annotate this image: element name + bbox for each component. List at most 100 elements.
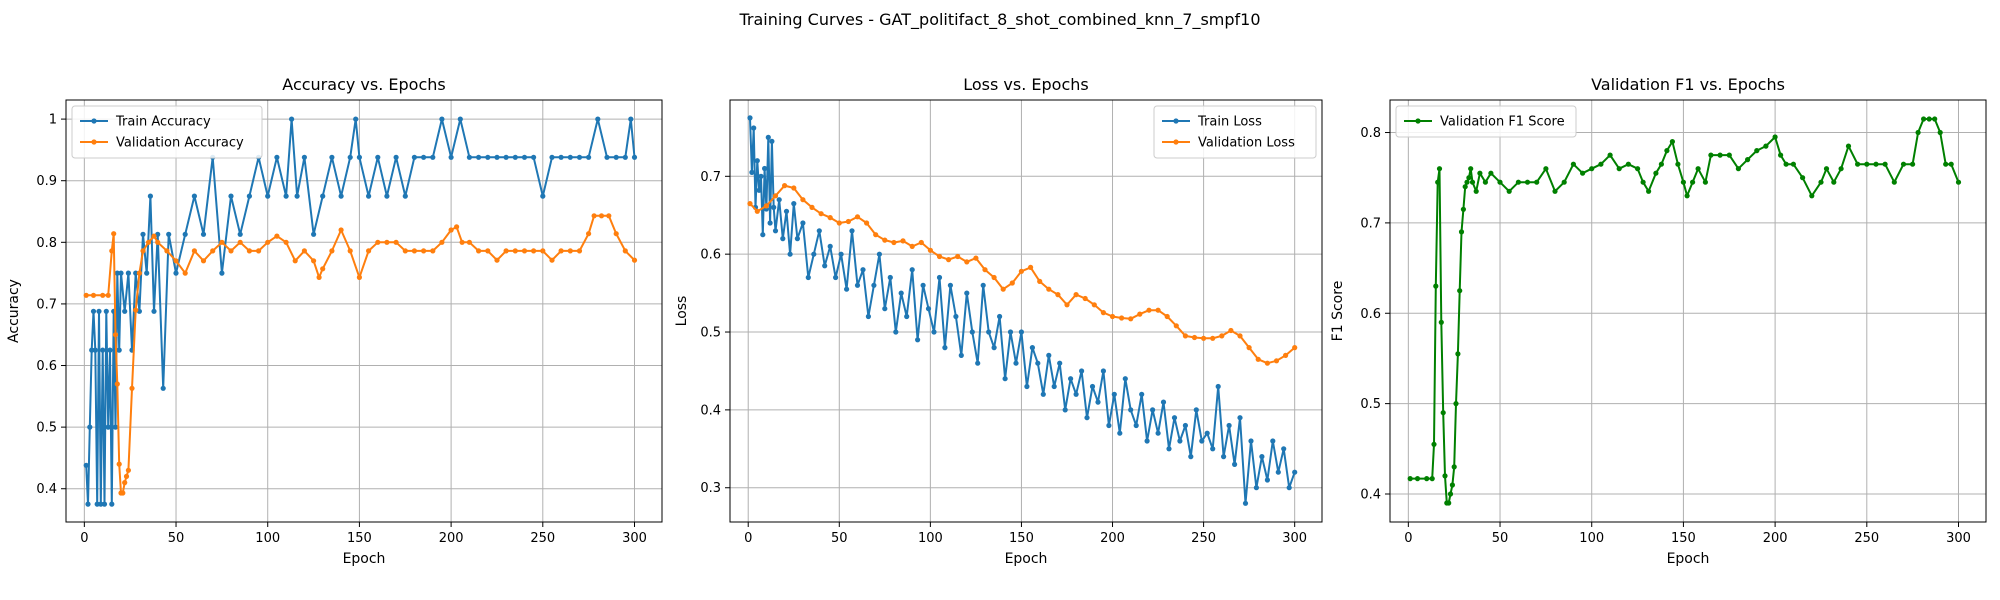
data-point (265, 193, 271, 199)
y-tick-label: 1 (49, 113, 57, 128)
data-point (1466, 175, 1472, 181)
data-point (606, 213, 612, 219)
data-point (283, 193, 289, 199)
data-point (1210, 446, 1216, 452)
data-point (329, 154, 335, 160)
data-point (882, 306, 888, 312)
data-point (1932, 116, 1938, 122)
series-line (749, 117, 1296, 505)
data-point (991, 274, 997, 281)
data-point (1772, 134, 1778, 140)
data-point (891, 239, 897, 246)
data-point (92, 347, 98, 353)
legend-box (1395, 105, 1577, 138)
data-point (1561, 179, 1567, 185)
data-point (151, 233, 157, 239)
data-point (112, 332, 119, 338)
data-point (118, 270, 124, 276)
y-tick-label: 0.6 (1360, 307, 1381, 322)
data-point (1726, 152, 1732, 158)
data-point (1270, 438, 1276, 444)
data-point (1051, 383, 1057, 390)
data-point (237, 231, 243, 237)
chart-title: Loss vs. Epochs (963, 75, 1088, 94)
data-point (1273, 358, 1280, 364)
x-tick-label: 300 (1946, 531, 1971, 546)
data-point (421, 248, 427, 254)
data-point (1204, 430, 1210, 436)
data-point (140, 248, 146, 254)
data-point (1119, 315, 1125, 321)
data-point (1232, 461, 1238, 467)
data-point (964, 259, 970, 265)
legend: Train Loss Validation Loss (1153, 105, 1317, 159)
data-point (1616, 166, 1622, 172)
data-point (133, 270, 139, 276)
data-point (871, 282, 877, 288)
data-point (466, 154, 472, 160)
data-point (1281, 446, 1287, 452)
data-point (1891, 179, 1897, 185)
series-line (86, 214, 636, 494)
y-tick-label: 0.4 (36, 482, 57, 497)
data-point (200, 231, 207, 237)
data-point (107, 347, 113, 353)
data-point (1446, 500, 1452, 506)
data-point (771, 204, 777, 210)
data-point (958, 352, 964, 358)
data-point (136, 270, 142, 276)
data-point (265, 239, 271, 245)
data-point (758, 173, 764, 179)
data-point (964, 290, 970, 296)
data-point (822, 263, 828, 269)
data-point (783, 208, 790, 214)
data-point (402, 248, 408, 254)
data-point (83, 292, 89, 298)
data-point (1283, 352, 1289, 358)
data-point (622, 154, 628, 160)
data-point (1046, 352, 1052, 358)
y-tick-label: 0.9 (36, 174, 57, 189)
data-point (1215, 383, 1221, 390)
data-point (1046, 286, 1052, 292)
data-point (576, 154, 583, 160)
data-point (1013, 360, 1019, 366)
data-point (765, 134, 771, 140)
x-tick-label: 250 (530, 531, 555, 546)
data-point (1745, 157, 1751, 163)
data-point (1259, 454, 1265, 460)
data-point (129, 385, 135, 391)
x-tick-label: 50 (1492, 531, 1509, 546)
data-point (466, 239, 472, 245)
data-point (1453, 401, 1459, 407)
data-point (1809, 193, 1815, 199)
data-point (631, 154, 638, 160)
data-point (1948, 161, 1954, 167)
data-point (833, 274, 839, 281)
data-point (85, 501, 91, 507)
data-point (1664, 148, 1670, 154)
data-point (904, 313, 910, 320)
y-tick-label: 0.5 (36, 421, 57, 436)
data-point (503, 248, 509, 254)
data-point (947, 282, 954, 288)
data-point (1018, 329, 1024, 335)
data-point (1955, 179, 1962, 185)
data-point (1137, 311, 1143, 317)
data-point (1111, 391, 1117, 397)
data-point (909, 243, 915, 249)
data-point (936, 253, 943, 260)
data-point (454, 224, 460, 230)
data-point (459, 239, 465, 245)
data-point (898, 290, 904, 296)
data-point (1457, 288, 1463, 294)
data-point (228, 248, 234, 254)
data-point (283, 239, 289, 245)
plot-frame (65, 99, 663, 523)
data-point (1062, 407, 1068, 413)
data-point (114, 381, 120, 387)
data-point (145, 239, 152, 245)
data-point (1164, 313, 1170, 320)
data-point (87, 424, 93, 430)
data-point (366, 248, 372, 254)
